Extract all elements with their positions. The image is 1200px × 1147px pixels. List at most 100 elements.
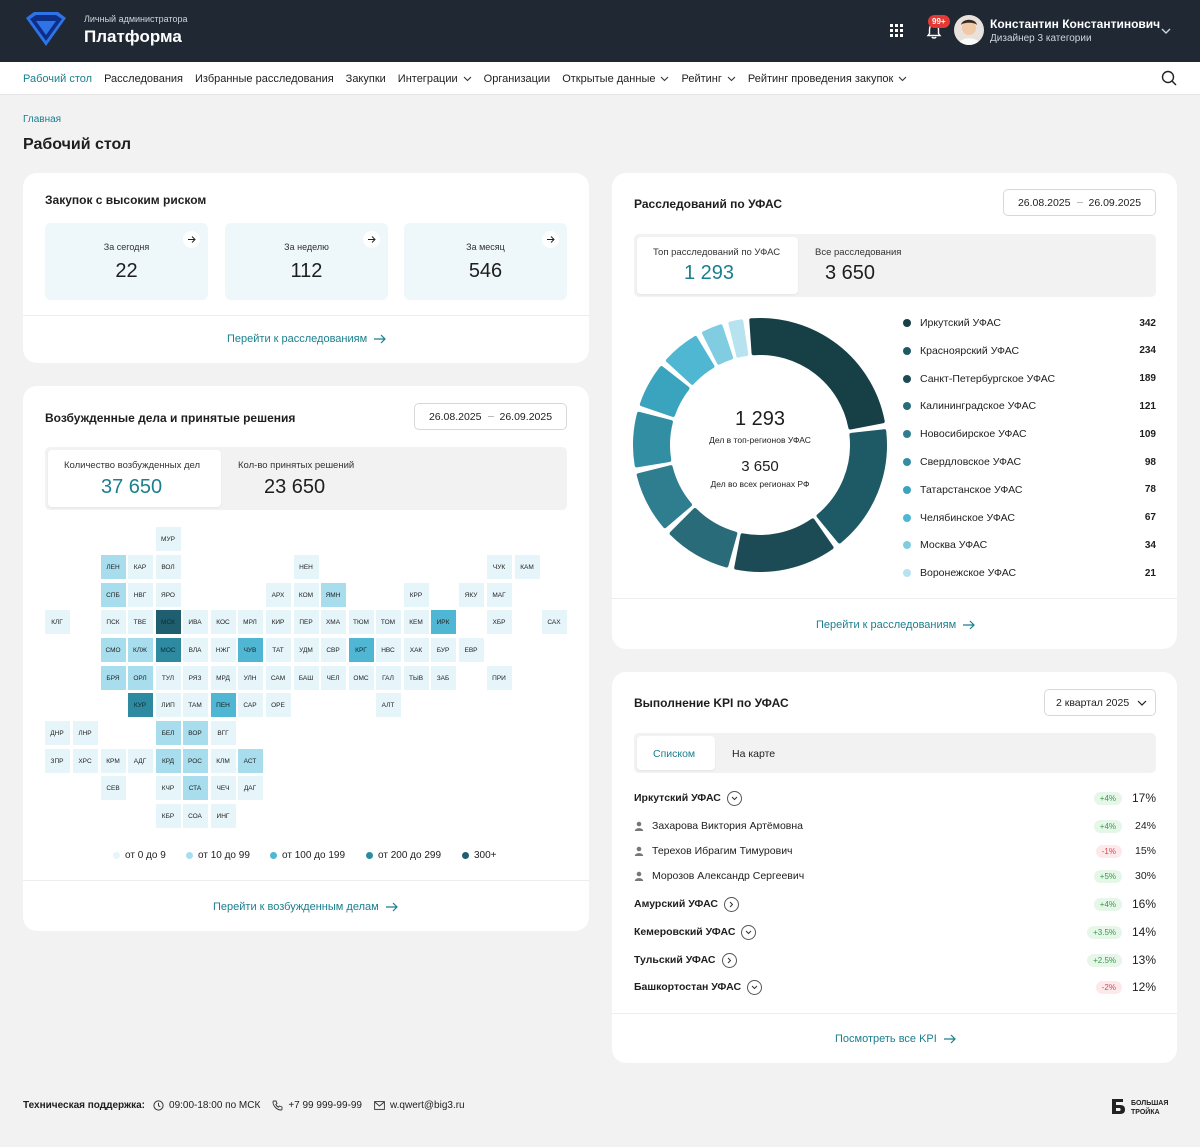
ufas-legend-row[interactable]: Татарстанское УФАС 78 <box>903 483 1156 497</box>
donut-slice[interactable] <box>639 366 690 418</box>
support-email[interactable]: w.qwert@big3.ru <box>374 1100 465 1111</box>
region-tile[interactable]: КОС <box>210 610 236 634</box>
kpi-group-row[interactable]: Башкортостан УФАС -2% 12% <box>634 978 1156 996</box>
donut-slice[interactable] <box>636 465 692 529</box>
region-tile[interactable]: АРХ <box>265 583 291 607</box>
region-tile[interactable]: МОС <box>155 638 181 662</box>
go-to-investigations-link[interactable]: Перейти к расследованиям <box>227 333 387 345</box>
region-tile[interactable]: ТАТ <box>265 638 291 662</box>
nav-item[interactable]: Интеграции <box>398 73 472 85</box>
region-tile[interactable]: БЕЛ <box>155 721 181 745</box>
region-tile[interactable]: КРР <box>403 583 429 607</box>
region-tile[interactable]: КРМ <box>100 749 126 773</box>
region-tile[interactable]: ОРЕ <box>265 693 291 717</box>
chevron-down-icon[interactable] <box>741 924 757 940</box>
risk-box-today[interactable]: За сегодня 22 <box>45 223 208 300</box>
ufas-legend-row[interactable]: Новосибирское УФАС 109 <box>903 427 1156 441</box>
chevron-down-icon[interactable] <box>1160 26 1172 36</box>
region-tile[interactable]: КАР <box>127 555 153 579</box>
region-tile[interactable]: КЛГ <box>44 610 70 634</box>
region-tile[interactable]: КЛМ <box>210 749 236 773</box>
ufas-legend-row[interactable]: Иркутский УФАС 342 <box>903 316 1156 330</box>
donut-slice[interactable] <box>665 336 715 385</box>
region-tile[interactable]: КБР <box>155 804 181 828</box>
region-tile[interactable]: ЗАБ <box>430 666 456 690</box>
region-tile[interactable]: ТОМ <box>375 610 401 634</box>
ufas-legend-row[interactable]: Москва УФАС 34 <box>903 538 1156 552</box>
arrow-right-icon[interactable] <box>542 231 559 248</box>
region-tile[interactable]: САХ <box>541 610 567 634</box>
region-tile[interactable]: МУР <box>155 527 181 551</box>
region-tile[interactable]: КАМ <box>514 555 540 579</box>
apps-grid-icon[interactable] <box>890 24 903 37</box>
region-tile[interactable]: ЕВР <box>458 638 484 662</box>
nav-item[interactable]: Рейтинг проведения закупок <box>748 73 907 85</box>
ufas-legend-row[interactable]: Челябинское УФАС 67 <box>903 511 1156 525</box>
region-tile[interactable]: КУР <box>127 693 153 717</box>
region-tile[interactable]: ЧУК <box>486 555 512 579</box>
region-tile[interactable]: МРД <box>210 666 236 690</box>
region-tile[interactable]: ЯРО <box>155 583 181 607</box>
tab-cases-count[interactable] <box>48 450 221 507</box>
region-tile[interactable]: ЛЕН <box>100 555 126 579</box>
nav-item[interactable]: Закупки <box>346 73 386 85</box>
nav-item[interactable]: Открытые данные <box>562 73 669 85</box>
region-tile[interactable]: УДМ <box>293 638 319 662</box>
region-tile[interactable]: ЧЕЧ <box>210 776 236 800</box>
region-tile[interactable]: БУР <box>430 638 456 662</box>
avatar[interactable] <box>954 15 984 45</box>
region-tile[interactable]: ПСК <box>100 610 126 634</box>
region-tile[interactable]: АСТ <box>237 749 263 773</box>
donut-slice[interactable] <box>816 429 887 544</box>
view-all-kpi-link[interactable]: Посмотреть все KPI <box>835 1033 956 1045</box>
region-tile[interactable]: АДГ <box>127 749 153 773</box>
region-tile[interactable]: КОМ <box>293 583 319 607</box>
kpi-group-row[interactable]: Тульский УФАС +2.5% 13% <box>634 951 1156 969</box>
region-tile[interactable]: НВС <box>375 638 401 662</box>
region-tile[interactable]: ПЕН <box>210 693 236 717</box>
region-tile[interactable]: НЕН <box>293 555 319 579</box>
region-tile[interactable]: ВЛА <box>182 638 208 662</box>
region-tile[interactable]: ДНР <box>44 721 70 745</box>
breadcrumb[interactable]: Главная <box>23 114 62 125</box>
region-tile[interactable]: РОС <box>182 749 208 773</box>
kpi-person-row[interactable]: Морозов Александр Сергеевич +5% 30% <box>634 867 1156 885</box>
investigations-date-range[interactable]: 26.08.2025 26.09.2025 <box>1003 189 1156 216</box>
nav-item[interactable]: Избранные расследования <box>195 73 334 85</box>
region-tile[interactable]: САР <box>237 693 263 717</box>
kpi-group-row[interactable]: Иркутский УФАС +4% 17% <box>634 789 1156 807</box>
region-tile[interactable]: ТВЕ <box>127 610 153 634</box>
chevron-right-icon[interactable] <box>721 952 737 968</box>
donut-slice[interactable] <box>702 324 734 365</box>
search-icon[interactable] <box>1161 70 1177 86</box>
region-tile[interactable]: ПРИ <box>486 666 512 690</box>
ufas-legend-row[interactable]: Свердловское УФАС 98 <box>903 455 1156 469</box>
region-tile[interactable]: ХРС <box>72 749 98 773</box>
region-tile[interactable]: УЛН <box>237 666 263 690</box>
chevron-down-icon[interactable] <box>726 790 742 806</box>
region-tile[interactable]: МАГ <box>486 583 512 607</box>
kpi-person-row[interactable]: Терехов Ибрагим Тимурович -1% 15% <box>634 842 1156 860</box>
region-tile[interactable]: СВР <box>320 638 346 662</box>
ufas-legend-row[interactable]: Воронежское УФАС 21 <box>903 566 1156 580</box>
region-tile[interactable]: ЯМН <box>320 583 346 607</box>
region-tile[interactable]: КРГ <box>348 638 374 662</box>
risk-box-month[interactable]: За месяц 546 <box>404 223 567 300</box>
region-tile[interactable]: ХБР <box>486 610 512 634</box>
ufas-legend-row[interactable]: Санкт-Петербургское УФАС 189 <box>903 372 1156 386</box>
region-tile[interactable]: ЛИП <box>155 693 181 717</box>
region-tile[interactable]: ИВА <box>182 610 208 634</box>
region-tile[interactable]: ТЮМ <box>348 610 374 634</box>
region-tile[interactable]: КЧР <box>155 776 181 800</box>
region-tile[interactable]: ВГГ <box>210 721 236 745</box>
region-tile[interactable]: ГАЛ <box>375 666 401 690</box>
support-phone[interactable]: +7 99 999-99-99 <box>272 1100 362 1111</box>
region-tile[interactable]: ИНГ <box>210 804 236 828</box>
region-tile[interactable]: БРЯ <box>100 666 126 690</box>
region-tile[interactable]: КИР <box>265 610 291 634</box>
region-tile[interactable]: СПБ <box>100 583 126 607</box>
region-tile[interactable]: СМО <box>100 638 126 662</box>
tab-map-label[interactable]: На карте <box>732 748 776 760</box>
logo-icon[interactable] <box>20 10 72 50</box>
user-name[interactable]: Константин Константинович <box>990 17 1161 31</box>
